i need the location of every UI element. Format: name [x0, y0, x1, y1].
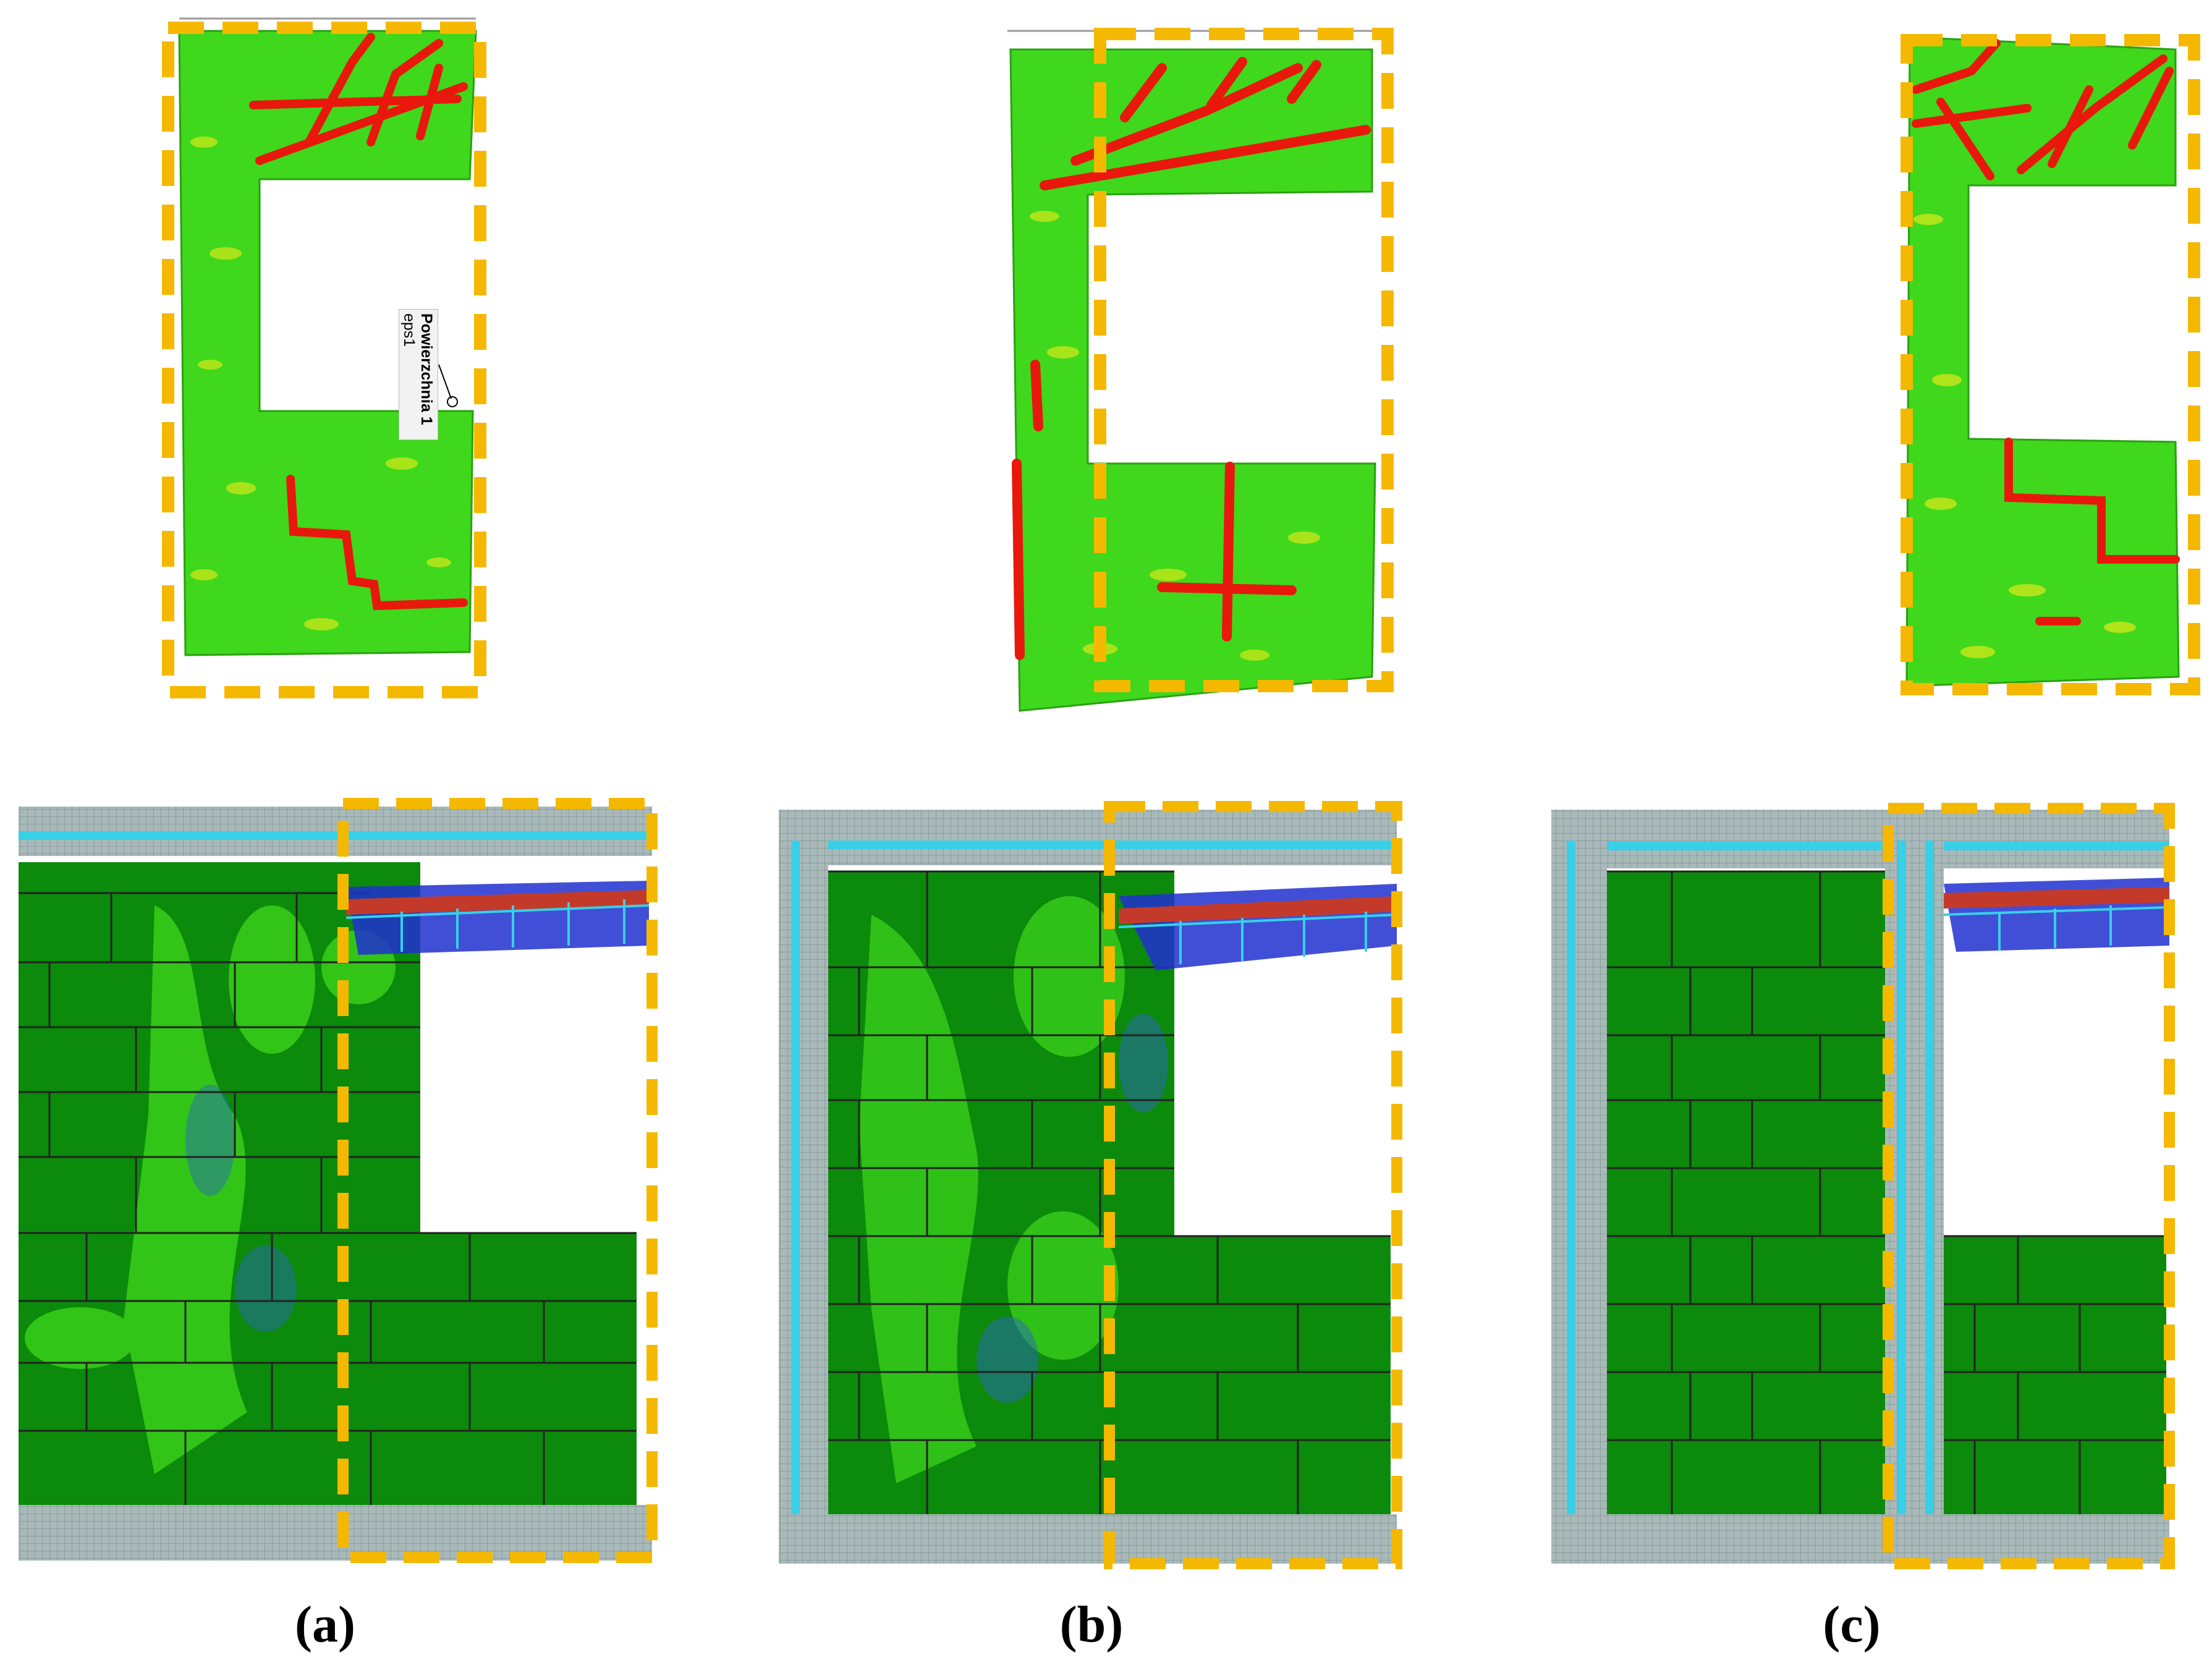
foundation-mesh — [19, 1505, 652, 1561]
fem-model-a-svg — [19, 798, 658, 1563]
tie-column-left — [779, 841, 828, 1564]
highlight-frame-b — [1094, 28, 1394, 692]
wall-pier-shape-a — [178, 30, 477, 656]
strain-map-a — [162, 17, 488, 698]
wall-pier-shape-b — [1009, 48, 1376, 712]
strain-map-b — [1007, 28, 1403, 712]
highlight-frame-fem-c — [1883, 803, 2175, 1569]
lintel — [345, 881, 650, 955]
caption-c: (c) — [1823, 1596, 1881, 1653]
caption-a: (a) — [295, 1596, 355, 1653]
tie-column-left — [1551, 841, 1607, 1533]
lintel — [1118, 884, 1397, 970]
strain-map-c-svg — [1901, 34, 2200, 695]
callout-subtitle: eps1 — [400, 313, 418, 347]
fem-model-b-svg — [779, 801, 1402, 1569]
fem-model-c-svg — [1551, 803, 2175, 1569]
fem-model-c — [1548, 803, 2176, 1569]
lintel — [1943, 878, 2170, 952]
roof-slab-mesh — [1551, 810, 2169, 868]
roof-slab-mesh — [779, 810, 1397, 865]
highlight-frame-c — [1901, 34, 2200, 695]
foundation-mesh — [779, 1514, 1397, 1564]
crack-pattern-b — [1012, 57, 1371, 660]
foundation-mesh — [1551, 1514, 2169, 1564]
highlight-frame-fem-b — [1104, 801, 1402, 1569]
strain-map-b-svg — [1007, 28, 1394, 712]
wall-pier — [1607, 871, 1885, 1514]
fem-model-b — [773, 801, 1403, 1569]
tie-column-mid — [1885, 841, 1944, 1533]
caption-b: (b) — [1059, 1596, 1124, 1653]
strain-map-c — [1901, 34, 2200, 695]
crack-pattern-c — [1912, 39, 2180, 625]
fem-model-a — [12, 794, 658, 1564]
crack-pattern-a — [249, 33, 468, 611]
strain-map-a-svg — [162, 17, 486, 698]
wall-spandrel — [1944, 1236, 2166, 1514]
surface-callout: Powierzchnia 1 eps1 — [399, 309, 438, 440]
wall-pier-shape-c — [1905, 36, 2180, 687]
callout-title: Powierzchnia 1 — [418, 313, 435, 425]
